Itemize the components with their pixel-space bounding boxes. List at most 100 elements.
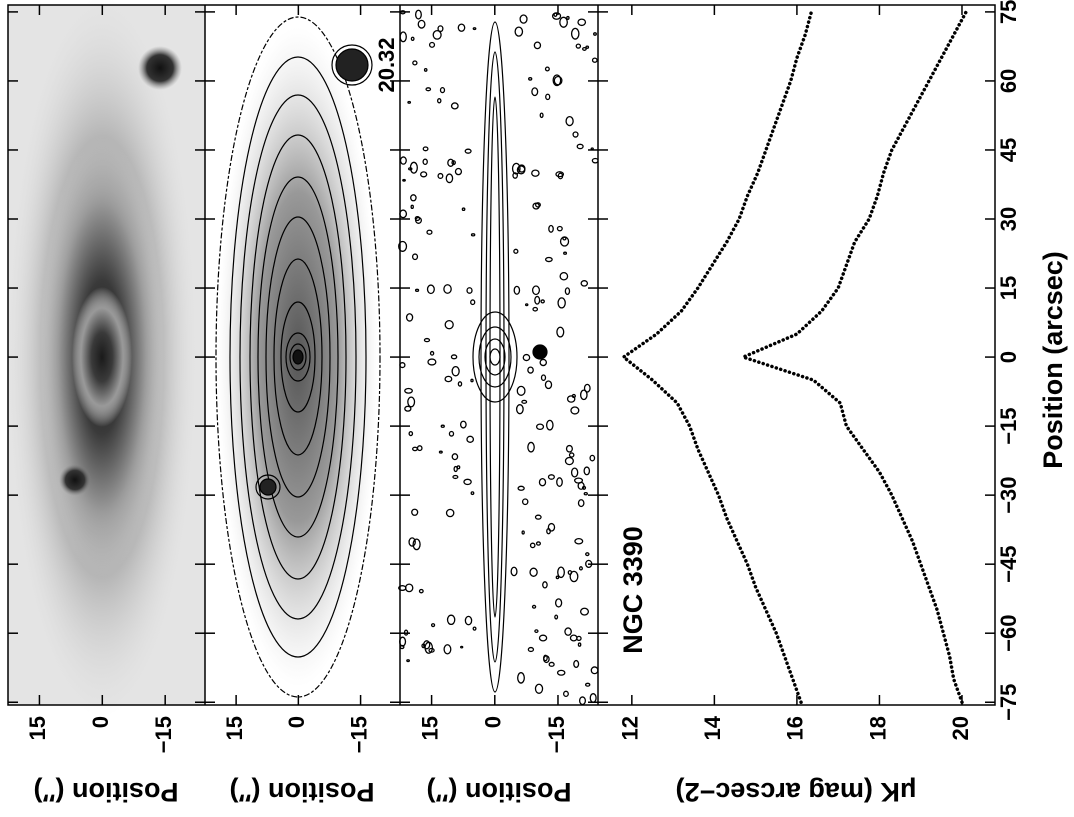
speck	[408, 430, 414, 437]
speck	[445, 508, 455, 518]
speck	[451, 453, 459, 461]
speck	[407, 100, 412, 104]
speck	[582, 46, 587, 51]
speck	[440, 424, 445, 428]
speck	[451, 366, 460, 377]
speck	[404, 387, 413, 394]
contour	[255, 474, 281, 500]
speck	[534, 514, 542, 520]
speck	[411, 508, 419, 516]
speck	[545, 93, 551, 101]
speck	[552, 74, 562, 87]
x-tick-label: 45	[996, 138, 1021, 162]
residual-panel	[398, 5, 599, 706]
speck	[556, 225, 563, 232]
y-tick-label: −15	[544, 716, 569, 753]
speck	[543, 654, 548, 662]
speck	[512, 172, 518, 179]
speck	[521, 399, 528, 404]
speck	[556, 669, 566, 676]
speck	[423, 337, 431, 343]
speck	[515, 404, 524, 415]
x-axis-label: Position (arcsec)	[1038, 251, 1068, 469]
speck	[423, 640, 431, 650]
speck	[472, 626, 477, 631]
star	[259, 478, 277, 496]
speck	[437, 172, 444, 180]
speck	[579, 607, 590, 616]
x-tick-label: 75	[996, 0, 1021, 24]
speck	[538, 477, 547, 487]
y-axis-label: Position (″)	[34, 777, 179, 807]
speck	[579, 389, 588, 401]
speck	[538, 634, 548, 642]
speck	[517, 164, 526, 173]
contour	[289, 343, 307, 371]
speck	[513, 248, 519, 254]
contour	[472, 311, 518, 403]
contour	[229, 56, 367, 658]
speck	[534, 629, 539, 633]
speck	[539, 112, 544, 119]
speck	[564, 627, 572, 636]
speck	[457, 23, 466, 32]
speck	[539, 358, 548, 367]
speck	[404, 583, 414, 593]
x-tick-label: −60	[996, 615, 1021, 652]
speck	[540, 374, 547, 382]
y-tick-label: 0	[88, 716, 113, 728]
contour	[331, 44, 373, 86]
speck	[569, 570, 579, 583]
speck	[461, 207, 466, 212]
x-tick-label: 15	[996, 276, 1021, 300]
speck	[570, 406, 580, 415]
speck	[575, 43, 582, 49]
speck	[531, 169, 540, 177]
speck	[457, 381, 463, 387]
speck	[517, 672, 525, 684]
x-tick-label: 30	[996, 207, 1021, 231]
speck	[544, 66, 550, 72]
speck	[569, 634, 578, 642]
x-tick-label: −30	[996, 476, 1021, 513]
speck	[559, 271, 569, 281]
y-tick-label: −15	[346, 716, 371, 753]
speck	[565, 444, 573, 453]
y-axis-label: Position (″)	[230, 777, 375, 807]
speck	[427, 358, 437, 366]
speck	[414, 288, 420, 292]
speck	[547, 522, 556, 532]
speck	[564, 456, 574, 466]
speck	[470, 491, 475, 496]
speck	[559, 16, 568, 28]
speck	[547, 474, 555, 480]
speck	[418, 588, 424, 594]
y-tick-label: 16	[783, 716, 808, 740]
speck	[426, 229, 433, 235]
speck	[412, 60, 418, 66]
speck	[454, 167, 463, 176]
y-tick-label: 0	[284, 716, 309, 728]
speck	[553, 12, 558, 17]
speck	[448, 430, 455, 437]
speck	[417, 19, 426, 29]
contour	[484, 338, 506, 376]
speck	[577, 18, 587, 27]
contour	[215, 16, 381, 698]
speck	[570, 467, 579, 478]
speck	[589, 454, 596, 462]
speck	[546, 419, 554, 431]
speck	[555, 171, 565, 178]
speck	[524, 303, 529, 307]
x-tick-label: 60	[996, 69, 1021, 93]
speck	[563, 251, 568, 255]
speck	[406, 659, 410, 663]
x-tick-label: −75	[996, 684, 1021, 721]
speck	[528, 77, 533, 81]
speck	[446, 614, 456, 626]
speck	[510, 566, 518, 577]
speck	[466, 435, 475, 443]
speck	[456, 465, 461, 470]
star	[335, 48, 369, 82]
speck	[566, 15, 570, 20]
